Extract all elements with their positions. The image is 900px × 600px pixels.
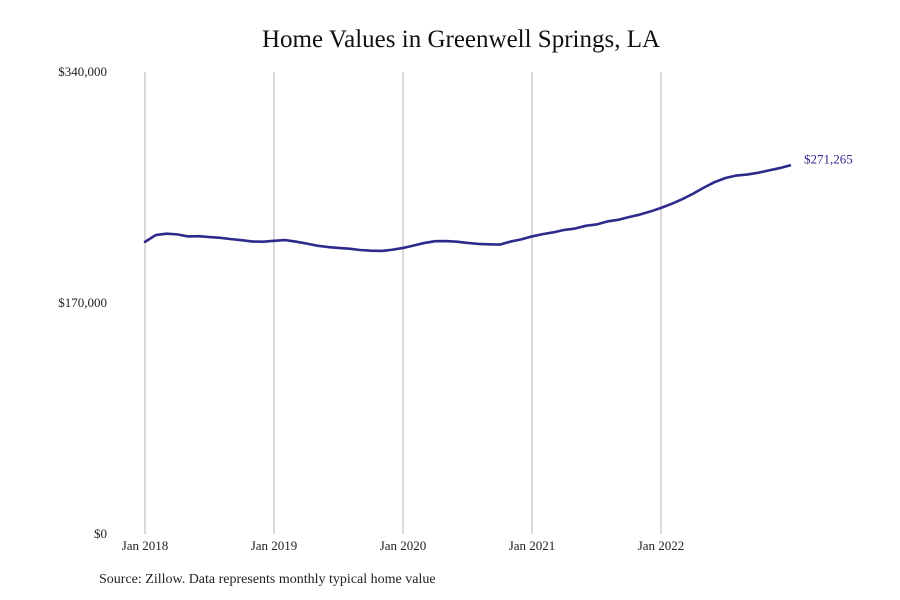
y-tick-label: $340,000: [58, 64, 107, 79]
x-tick-label: Jan 2020: [380, 538, 427, 553]
x-tick-label: Jan 2018: [122, 538, 169, 553]
vertical-gridlines: [144, 72, 662, 534]
end-value-label: $271,265: [804, 151, 853, 166]
x-tick-label: Jan 2021: [509, 538, 556, 553]
x-tick-label: Jan 2022: [638, 538, 685, 553]
chart-title: Home Values in Greenwell Springs, LA: [261, 26, 661, 53]
x-tick-label: Jan 2019: [251, 538, 298, 553]
y-tick-label: $170,000: [58, 295, 107, 310]
series-line-0: [143, 164, 792, 253]
source-note: Source: Zillow. Data represents monthly …: [99, 572, 436, 587]
y-tick-label: $0: [94, 526, 107, 541]
y-axis-ticks: $0 $170,000 $340,000: [58, 64, 107, 541]
series-layer: $271,265: [143, 151, 853, 253]
x-axis-ticks: Jan 2018 Jan 2019 Jan 2020 Jan 2021 Jan 2022: [122, 538, 685, 553]
